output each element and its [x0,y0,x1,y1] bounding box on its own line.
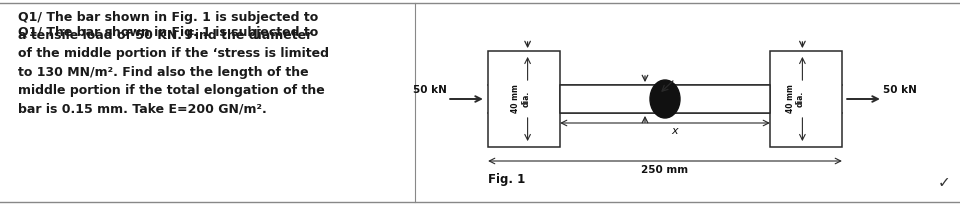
Text: 50 kN: 50 kN [413,85,447,95]
Bar [560,85,770,113]
Text: Q1/ The bar shown in Fig. 1 is subjected to: Q1/ The bar shown in Fig. 1 is subjected… [18,26,319,39]
Text: 40 mm
dia.: 40 mm dia. [511,85,530,113]
Text: Q1/ The bar shown in Fig. 1 is subjected to
a tensile load of 50 KN. Find the di: Q1/ The bar shown in Fig. 1 is subjected… [18,11,329,115]
Text: 250 mm: 250 mm [641,165,688,175]
Text: x: x [672,126,679,136]
Ellipse shape [650,80,680,118]
Text: 40 mm
dia.: 40 mm dia. [785,85,805,113]
Text: Fig. 1: Fig. 1 [488,173,525,186]
Text: 50 kN: 50 kN [883,85,917,95]
Bar [488,51,560,147]
Text: ✓: ✓ [937,175,950,190]
Bar [770,51,842,147]
